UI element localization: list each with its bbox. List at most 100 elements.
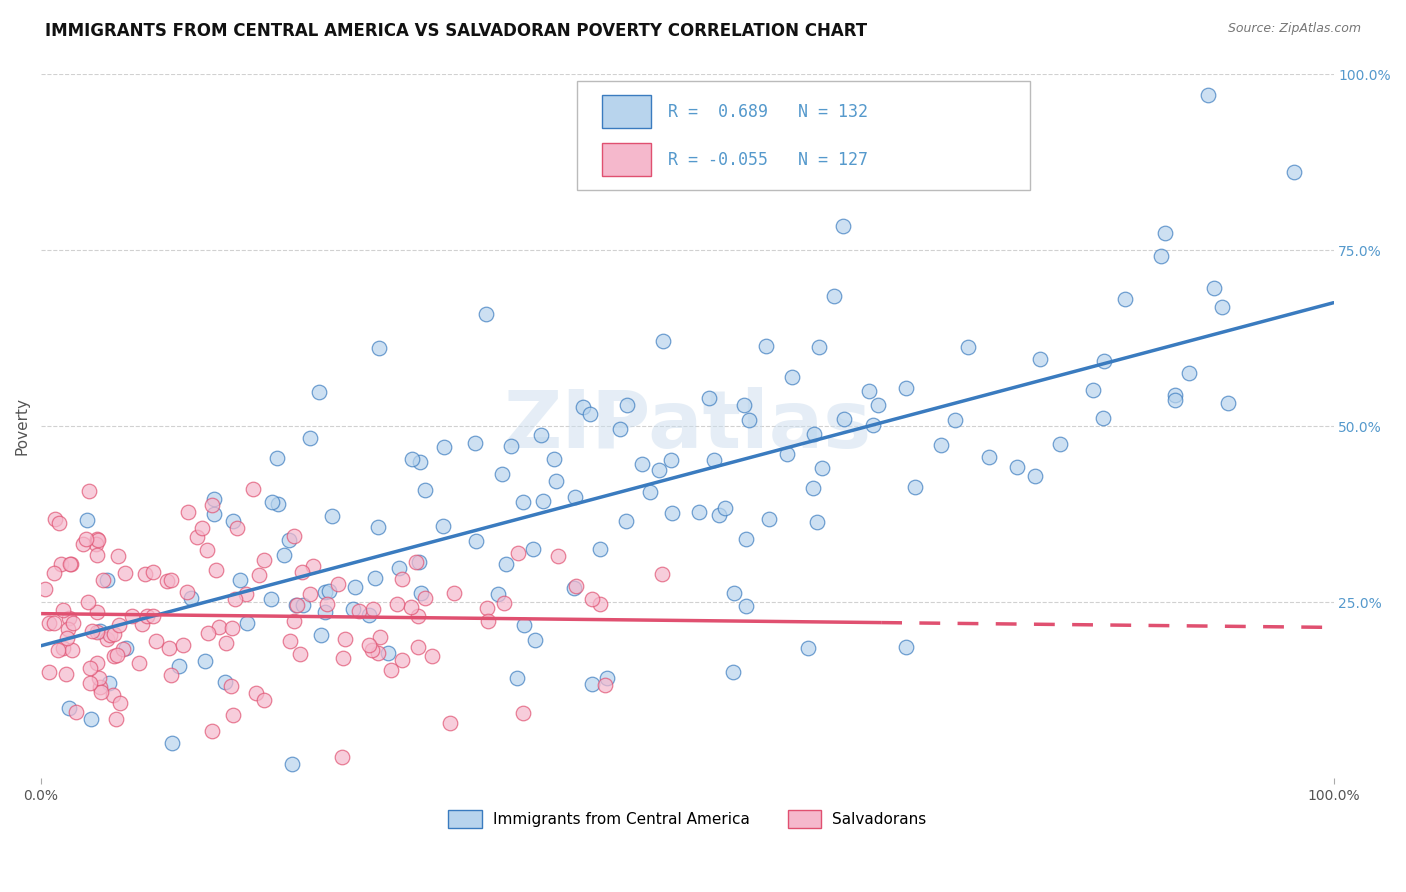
Point <box>298 431 321 445</box>
Point <box>1028 351 1050 366</box>
Point <box>391 572 413 586</box>
Point <box>308 384 330 399</box>
Point <box>219 679 242 693</box>
Point <box>562 581 585 595</box>
Point <box>413 591 436 605</box>
Point <box>98 676 121 690</box>
Point <box>347 604 370 618</box>
Point <box>405 555 427 569</box>
Point <box>197 626 219 640</box>
Point <box>862 418 884 433</box>
Point <box>135 608 157 623</box>
Point <box>89 624 111 638</box>
Point <box>1092 354 1115 368</box>
Text: R =  0.689   N = 132: R = 0.689 N = 132 <box>668 103 868 120</box>
Point <box>221 622 243 636</box>
Point <box>101 688 124 702</box>
Point <box>205 563 228 577</box>
Point <box>1211 300 1233 314</box>
Point <box>208 620 231 634</box>
Point <box>512 495 534 509</box>
Point <box>46 643 69 657</box>
Point <box>225 521 247 535</box>
Point <box>357 608 380 623</box>
Point <box>1204 281 1226 295</box>
Point <box>703 453 725 467</box>
Point <box>278 634 301 648</box>
Point <box>522 542 544 557</box>
Point <box>544 474 567 488</box>
Point <box>401 600 423 615</box>
Point <box>214 674 236 689</box>
Point <box>1218 396 1240 410</box>
Point <box>513 617 536 632</box>
Point <box>614 514 637 528</box>
Point <box>167 659 190 673</box>
Point <box>89 681 111 695</box>
Point <box>776 447 799 461</box>
Text: Source: ZipAtlas.com: Source: ZipAtlas.com <box>1227 22 1361 36</box>
Point <box>281 757 304 772</box>
Point <box>86 656 108 670</box>
Point <box>114 566 136 580</box>
Point <box>391 653 413 667</box>
Point <box>593 678 616 692</box>
Point <box>589 597 612 611</box>
Point <box>330 750 353 764</box>
Point <box>191 521 214 535</box>
Point <box>49 557 72 571</box>
Point <box>834 412 856 426</box>
Point <box>87 671 110 685</box>
FancyBboxPatch shape <box>602 95 651 128</box>
Point <box>589 541 612 556</box>
Point <box>578 408 600 422</box>
Point <box>596 672 619 686</box>
Point <box>107 617 129 632</box>
Point <box>943 413 966 427</box>
Point <box>236 615 259 630</box>
Point <box>56 623 79 637</box>
Point <box>406 608 429 623</box>
Point <box>186 530 208 544</box>
Point <box>253 693 276 707</box>
Point <box>413 483 436 497</box>
Point <box>96 574 118 588</box>
Point <box>505 671 527 685</box>
Point <box>661 506 683 520</box>
Point <box>858 384 880 399</box>
Point <box>1114 293 1136 307</box>
Point <box>260 495 283 509</box>
Point <box>84 537 107 551</box>
Point <box>134 567 156 582</box>
Point <box>734 532 756 546</box>
Point <box>1005 459 1028 474</box>
Point <box>803 427 825 442</box>
Point <box>105 712 128 726</box>
Point <box>291 565 314 579</box>
Point <box>367 341 389 355</box>
Point <box>1149 249 1171 263</box>
Point <box>342 602 364 616</box>
Point <box>316 598 339 612</box>
Point <box>564 579 586 593</box>
Point <box>108 696 131 710</box>
Point <box>157 640 180 655</box>
FancyBboxPatch shape <box>578 81 1029 190</box>
Point <box>780 370 803 384</box>
Point <box>651 566 673 581</box>
Point <box>723 665 745 679</box>
Point <box>288 648 311 662</box>
Point <box>738 413 761 427</box>
Point <box>42 566 65 580</box>
Point <box>735 599 758 613</box>
Point <box>361 602 384 616</box>
Point <box>311 628 333 642</box>
Point <box>806 515 828 529</box>
Point <box>180 591 202 606</box>
Point <box>77 595 100 609</box>
Point <box>1049 437 1071 451</box>
Point <box>58 558 80 572</box>
Point <box>160 667 183 681</box>
Point <box>361 643 384 657</box>
Point <box>75 532 97 546</box>
